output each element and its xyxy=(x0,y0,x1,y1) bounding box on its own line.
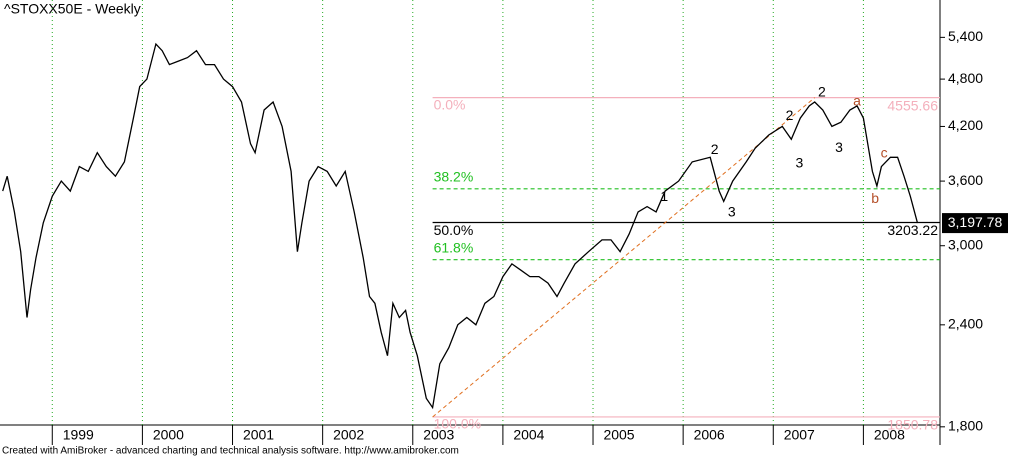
fib-value: 3203.22 xyxy=(887,222,938,238)
wave-label: 2 xyxy=(711,141,719,157)
wave-label: b xyxy=(871,190,879,206)
fib-label: 100.0% xyxy=(434,416,481,432)
y-tick-label: 5,400 xyxy=(948,28,983,44)
fib-label: 50.0% xyxy=(434,222,474,238)
x-tick-label: 2002 xyxy=(333,427,364,443)
fib-value: 1850.78 xyxy=(887,417,938,433)
y-tick-label: 4,800 xyxy=(948,70,983,86)
x-tick-label: 2008 xyxy=(874,427,905,443)
footer: Created with AmiBroker - advanced charti… xyxy=(2,446,459,457)
wave-label: 2 xyxy=(786,107,794,123)
wave-label: 1 xyxy=(660,188,668,204)
y-tick-label: 3,600 xyxy=(948,172,983,188)
fib-value: 4555.66 xyxy=(887,97,938,113)
fib-label: 38.2% xyxy=(434,169,474,185)
last-value-label: 3,197.78 xyxy=(948,214,1003,230)
y-tick-label: 3,000 xyxy=(948,236,983,252)
chart-title: ^STOXX50E - Weekly xyxy=(4,1,141,17)
fib-label: 0.0% xyxy=(434,96,466,112)
y-tick-label: 4,200 xyxy=(948,117,983,133)
x-tick-label: 2000 xyxy=(153,427,184,443)
wave-label: 3 xyxy=(835,139,843,155)
wave-label: 3 xyxy=(728,204,736,220)
x-tick-label: 2004 xyxy=(513,427,544,443)
x-tick-label: 2003 xyxy=(423,427,454,443)
x-tick-label: 2007 xyxy=(784,427,815,443)
x-tick-label: 2001 xyxy=(243,427,274,443)
y-tick-label: 2,400 xyxy=(948,316,983,332)
x-tick-label: 2006 xyxy=(694,427,725,443)
x-tick-label: 1999 xyxy=(63,427,94,443)
wave-label: 2 xyxy=(818,83,826,99)
last-value-box xyxy=(942,213,1008,234)
wave-label: c xyxy=(881,144,888,160)
fib-label: 61.8% xyxy=(434,239,474,255)
x-tick-label: 2005 xyxy=(603,427,634,443)
y-tick-label: 1,800 xyxy=(948,418,983,434)
price-line xyxy=(2,42,919,410)
wave-label: 3 xyxy=(796,154,804,170)
wave-label: a xyxy=(853,93,861,109)
trendline xyxy=(432,97,816,418)
